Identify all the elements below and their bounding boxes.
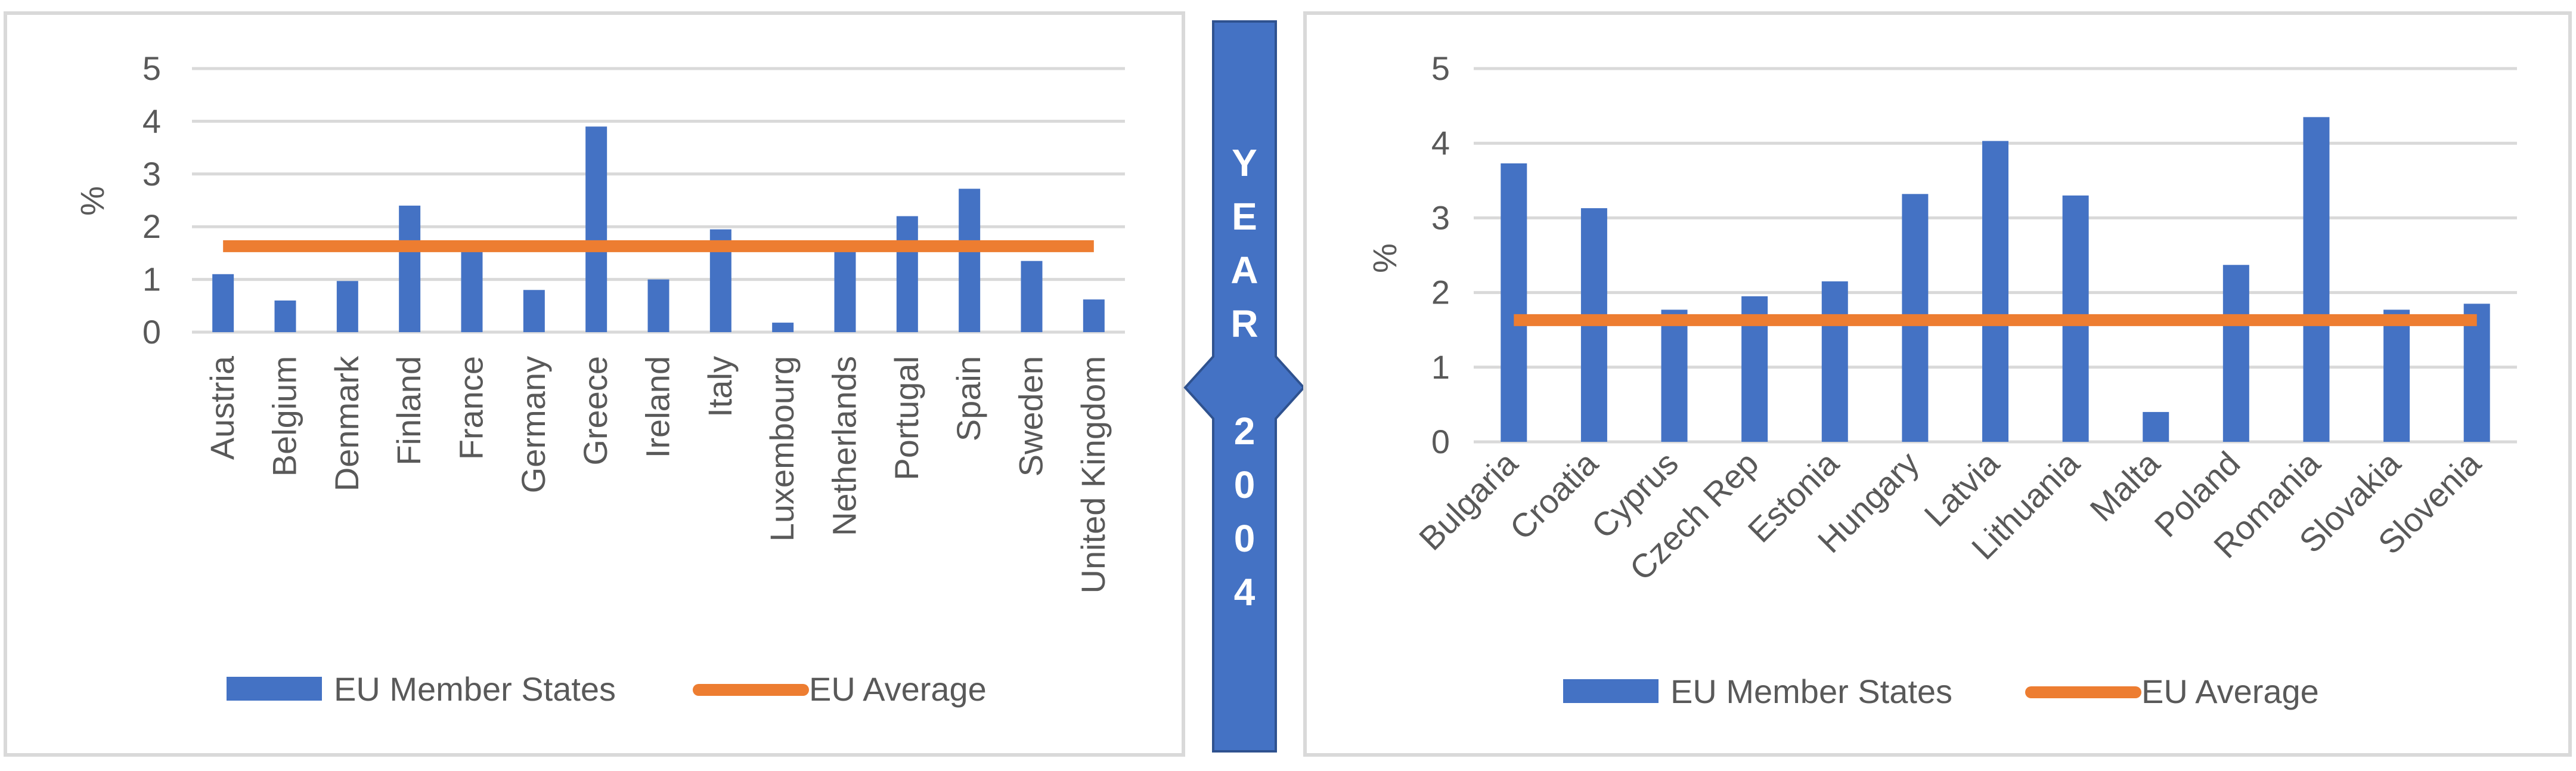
- x-tick-label: Germany: [514, 356, 552, 493]
- bar-poland: [2222, 265, 2249, 442]
- bar-latvia: [1982, 141, 2008, 442]
- y-tick-label: 1: [1431, 348, 1450, 386]
- x-tick-label: Luxembourg: [763, 356, 801, 541]
- x-tick-label: Croatia: [1502, 444, 1605, 547]
- x-tick-label: Spain: [950, 356, 987, 441]
- bar-slovakia: [2383, 309, 2410, 442]
- y-tick-label: 1: [142, 261, 161, 298]
- y-tick-label: 5: [142, 49, 161, 87]
- bar-estonia: [1821, 281, 1848, 442]
- bar-finland: [399, 205, 421, 332]
- x-tick-label: France: [452, 356, 490, 460]
- bar-slovenia: [2463, 304, 2490, 442]
- x-tick-label: Austria: [203, 355, 241, 460]
- legend-bar-swatch: [1563, 679, 1659, 703]
- bar-portugal: [896, 216, 918, 332]
- legend-bar-swatch: [227, 677, 322, 701]
- year-letter: R: [1230, 302, 1258, 345]
- y-axis-label: %: [73, 186, 111, 216]
- year-letter: [1239, 351, 1250, 404]
- bar-ireland: [647, 279, 669, 332]
- year-letter: 0: [1233, 463, 1256, 506]
- x-tick-label: Portugal: [888, 356, 925, 481]
- x-tick-label: Greece: [576, 356, 614, 466]
- x-tick-label: Ireland: [639, 356, 677, 458]
- year-letter: 2: [1233, 410, 1256, 453]
- bar-belgium: [274, 300, 296, 332]
- x-tick-label: Netherlands: [826, 356, 863, 536]
- bar-bulgaria: [1501, 163, 1527, 442]
- y-tick-label: 2: [142, 208, 161, 245]
- bar-greece: [585, 126, 607, 333]
- legend-label-member-states: EU Member States: [334, 670, 616, 708]
- y-tick-label: 3: [142, 155, 161, 193]
- bar-germany: [523, 290, 545, 332]
- bar-united-kingdom: [1083, 299, 1105, 332]
- x-tick-label: Italy: [701, 356, 739, 417]
- year-letter: A: [1230, 249, 1258, 292]
- chart-panel-old-members: 0 1 2 3 4 5% Austria Belgium Denmark Finland Franc…: [4, 11, 1185, 757]
- bar-france: [461, 249, 483, 332]
- bar-malta: [2143, 411, 2169, 442]
- legend-label-eu-average: EU Average: [809, 670, 987, 708]
- y-tick-label: 4: [142, 102, 161, 140]
- y-axis-label: %: [1366, 243, 1403, 273]
- x-tick-label: Sweden: [1012, 356, 1050, 476]
- bar-romania: [2303, 117, 2330, 442]
- y-tick-label: 0: [142, 313, 161, 351]
- bar-austria: [212, 274, 234, 332]
- bar-sweden: [1021, 261, 1043, 332]
- y-tick-label: 4: [1431, 124, 1450, 162]
- year-letter: Y: [1232, 141, 1257, 184]
- bar-denmark: [336, 281, 358, 332]
- y-tick-label: 2: [1431, 274, 1450, 311]
- bar-cyprus: [1661, 309, 1688, 442]
- x-tick-label: Denmark: [328, 355, 365, 491]
- year-letter: E: [1232, 195, 1257, 238]
- x-tick-label: Bulgaria: [1412, 444, 1525, 557]
- x-tick-label: United Kingdom: [1074, 356, 1112, 593]
- x-tick-label: Finland: [390, 356, 427, 466]
- legend-label-eu-average: EU Average: [2141, 673, 2319, 710]
- bar-netherlands: [834, 250, 856, 332]
- y-tick-label: 5: [1431, 49, 1450, 87]
- year-letter: 0: [1233, 517, 1256, 560]
- legend-label-member-states: EU Member States: [1670, 673, 1952, 710]
- y-tick-label: 3: [1431, 199, 1450, 236]
- chart-old-members: 0 1 2 3 4 5% Austria Belgium Denmark Finland Franc…: [73, 49, 1125, 708]
- bar-spain: [959, 188, 981, 332]
- bar-luxembourg: [772, 323, 794, 332]
- year-divider-shape: [1183, 20, 1306, 753]
- year-letter: 4: [1233, 571, 1256, 614]
- chart-panel-new-members: 0 1 2 3 4 5% Bulgaria Croatia Cyprus Czech Rep Est…: [1303, 11, 2572, 757]
- x-tick-label: Belgium: [266, 356, 303, 476]
- y-tick-label: 0: [1431, 423, 1450, 460]
